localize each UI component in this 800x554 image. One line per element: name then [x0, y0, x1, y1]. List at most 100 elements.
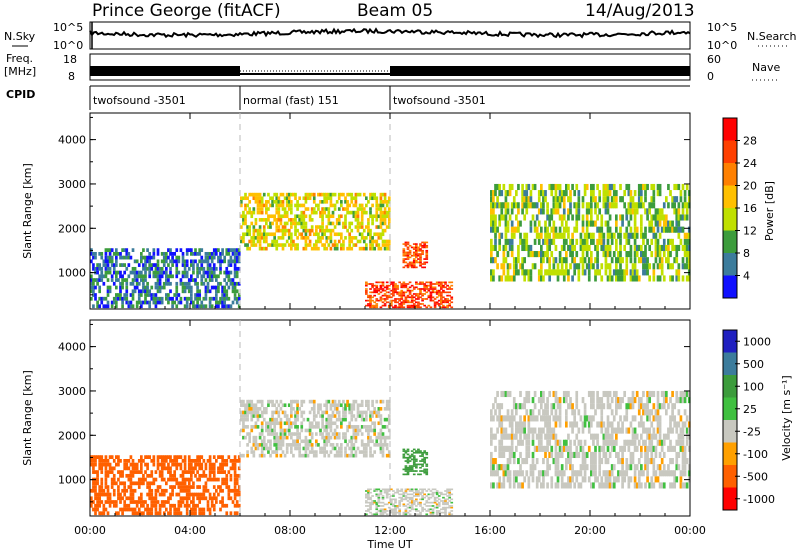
- power-cell: [277, 225, 281, 229]
- power-cell: [325, 214, 329, 219]
- velocity-cell: [367, 432, 370, 436]
- velocity-cell: [365, 414, 368, 418]
- velocity-cell: [404, 466, 408, 469]
- velocity-cell: [173, 473, 177, 478]
- velocity-cell: [502, 415, 506, 422]
- power-cell: [100, 255, 104, 260]
- power-cell: [321, 236, 324, 240]
- velocity-cell: [329, 435, 333, 440]
- velocity-cell: [148, 455, 152, 459]
- velocity-cell: [335, 410, 339, 415]
- power-cell: [415, 251, 418, 254]
- velocity-cell: [221, 458, 224, 463]
- velocity-cell: [435, 490, 439, 492]
- power-cell: [558, 232, 562, 239]
- velocity-cell: [590, 415, 593, 422]
- velocity-cell: [612, 445, 616, 452]
- power-cell: [381, 200, 385, 204]
- power-cell: [612, 251, 616, 258]
- velocity-cell: [340, 417, 343, 422]
- velocity-cell: [177, 485, 181, 489]
- velocity-cell: [417, 463, 420, 466]
- power-cell: [215, 304, 218, 309]
- power-cell: [392, 286, 395, 289]
- power-cell: [408, 263, 412, 265]
- velocity-cell: [615, 451, 618, 459]
- power-cell: [231, 281, 235, 286]
- power-cell: [142, 248, 145, 252]
- power-cell: [406, 299, 410, 302]
- power-cell: [600, 220, 604, 227]
- power-cell: [140, 304, 143, 309]
- power-cell: [304, 196, 308, 201]
- power-cell: [408, 306, 412, 309]
- power-cell: [581, 263, 585, 270]
- power-cell: [231, 300, 235, 305]
- power-cell: [204, 255, 208, 260]
- power-cell: [294, 196, 297, 201]
- velocity-cell: [498, 476, 502, 483]
- velocity-cell: [125, 458, 129, 463]
- velocity-cell: [567, 451, 570, 459]
- power-cell: [542, 251, 545, 258]
- velocity-cell: [358, 450, 362, 454]
- velocity-cell: [419, 470, 422, 472]
- velocity-cell: [183, 455, 187, 459]
- power-cell: [683, 232, 687, 239]
- velocity-cell: [450, 505, 454, 507]
- power-cell: [408, 249, 412, 252]
- power-cell: [223, 296, 227, 301]
- power-cell: [127, 251, 131, 256]
- power-cell: [406, 258, 410, 260]
- power-cell: [133, 289, 137, 294]
- power-cell: [92, 251, 95, 256]
- power-cell: [312, 232, 316, 237]
- velocity-cell: [250, 417, 254, 422]
- velocity-cell: [137, 511, 141, 516]
- power-cell: [412, 293, 416, 295]
- velocity-cell: [252, 439, 256, 444]
- power-cell: [523, 269, 527, 276]
- velocity-cell: [404, 498, 408, 501]
- velocity-cell: [398, 510, 402, 512]
- power-cell: [329, 239, 333, 244]
- velocity-cell: [410, 450, 414, 452]
- velocity-cell: [444, 513, 447, 516]
- power-cell: [331, 228, 335, 233]
- velocity-cell: [346, 403, 349, 408]
- power-cell: [156, 248, 160, 252]
- velocity-cell: [496, 390, 499, 398]
- power-cell: [156, 281, 160, 286]
- power-cell: [233, 259, 237, 264]
- power-cell: [419, 288, 422, 290]
- velocity-cell: [365, 403, 368, 408]
- velocity-cell: [527, 476, 531, 483]
- power-cell: [227, 251, 231, 256]
- power-cell: [402, 291, 406, 294]
- velocity-cell: [244, 417, 247, 422]
- velocity-cell: [373, 425, 377, 429]
- velocity-cell: [421, 490, 424, 492]
- date-label: 14/Aug/2013: [585, 1, 695, 21]
- power-cell: [331, 203, 335, 208]
- freq-bar-segment-1: [90, 66, 240, 76]
- velocity-cell: [169, 496, 172, 501]
- velocity-cell: [90, 458, 93, 463]
- power-cell: [612, 183, 616, 191]
- velocity-cell: [185, 503, 189, 508]
- power-cell: [606, 226, 610, 233]
- velocity-cell: [279, 421, 283, 426]
- velocity-cell: [444, 510, 447, 512]
- power-cell: [235, 266, 239, 271]
- power-cell: [421, 288, 424, 290]
- velocity-cell: [379, 417, 383, 422]
- velocity-cell: [525, 458, 529, 465]
- power-cell: [258, 192, 262, 197]
- power-cell: [340, 200, 343, 204]
- velocity-cell: [327, 417, 331, 422]
- power-cell: [267, 207, 270, 211]
- power-cell: [192, 304, 195, 309]
- velocity-cell: [181, 500, 185, 504]
- velocity-cell: [221, 477, 224, 482]
- power-cell: [219, 281, 222, 286]
